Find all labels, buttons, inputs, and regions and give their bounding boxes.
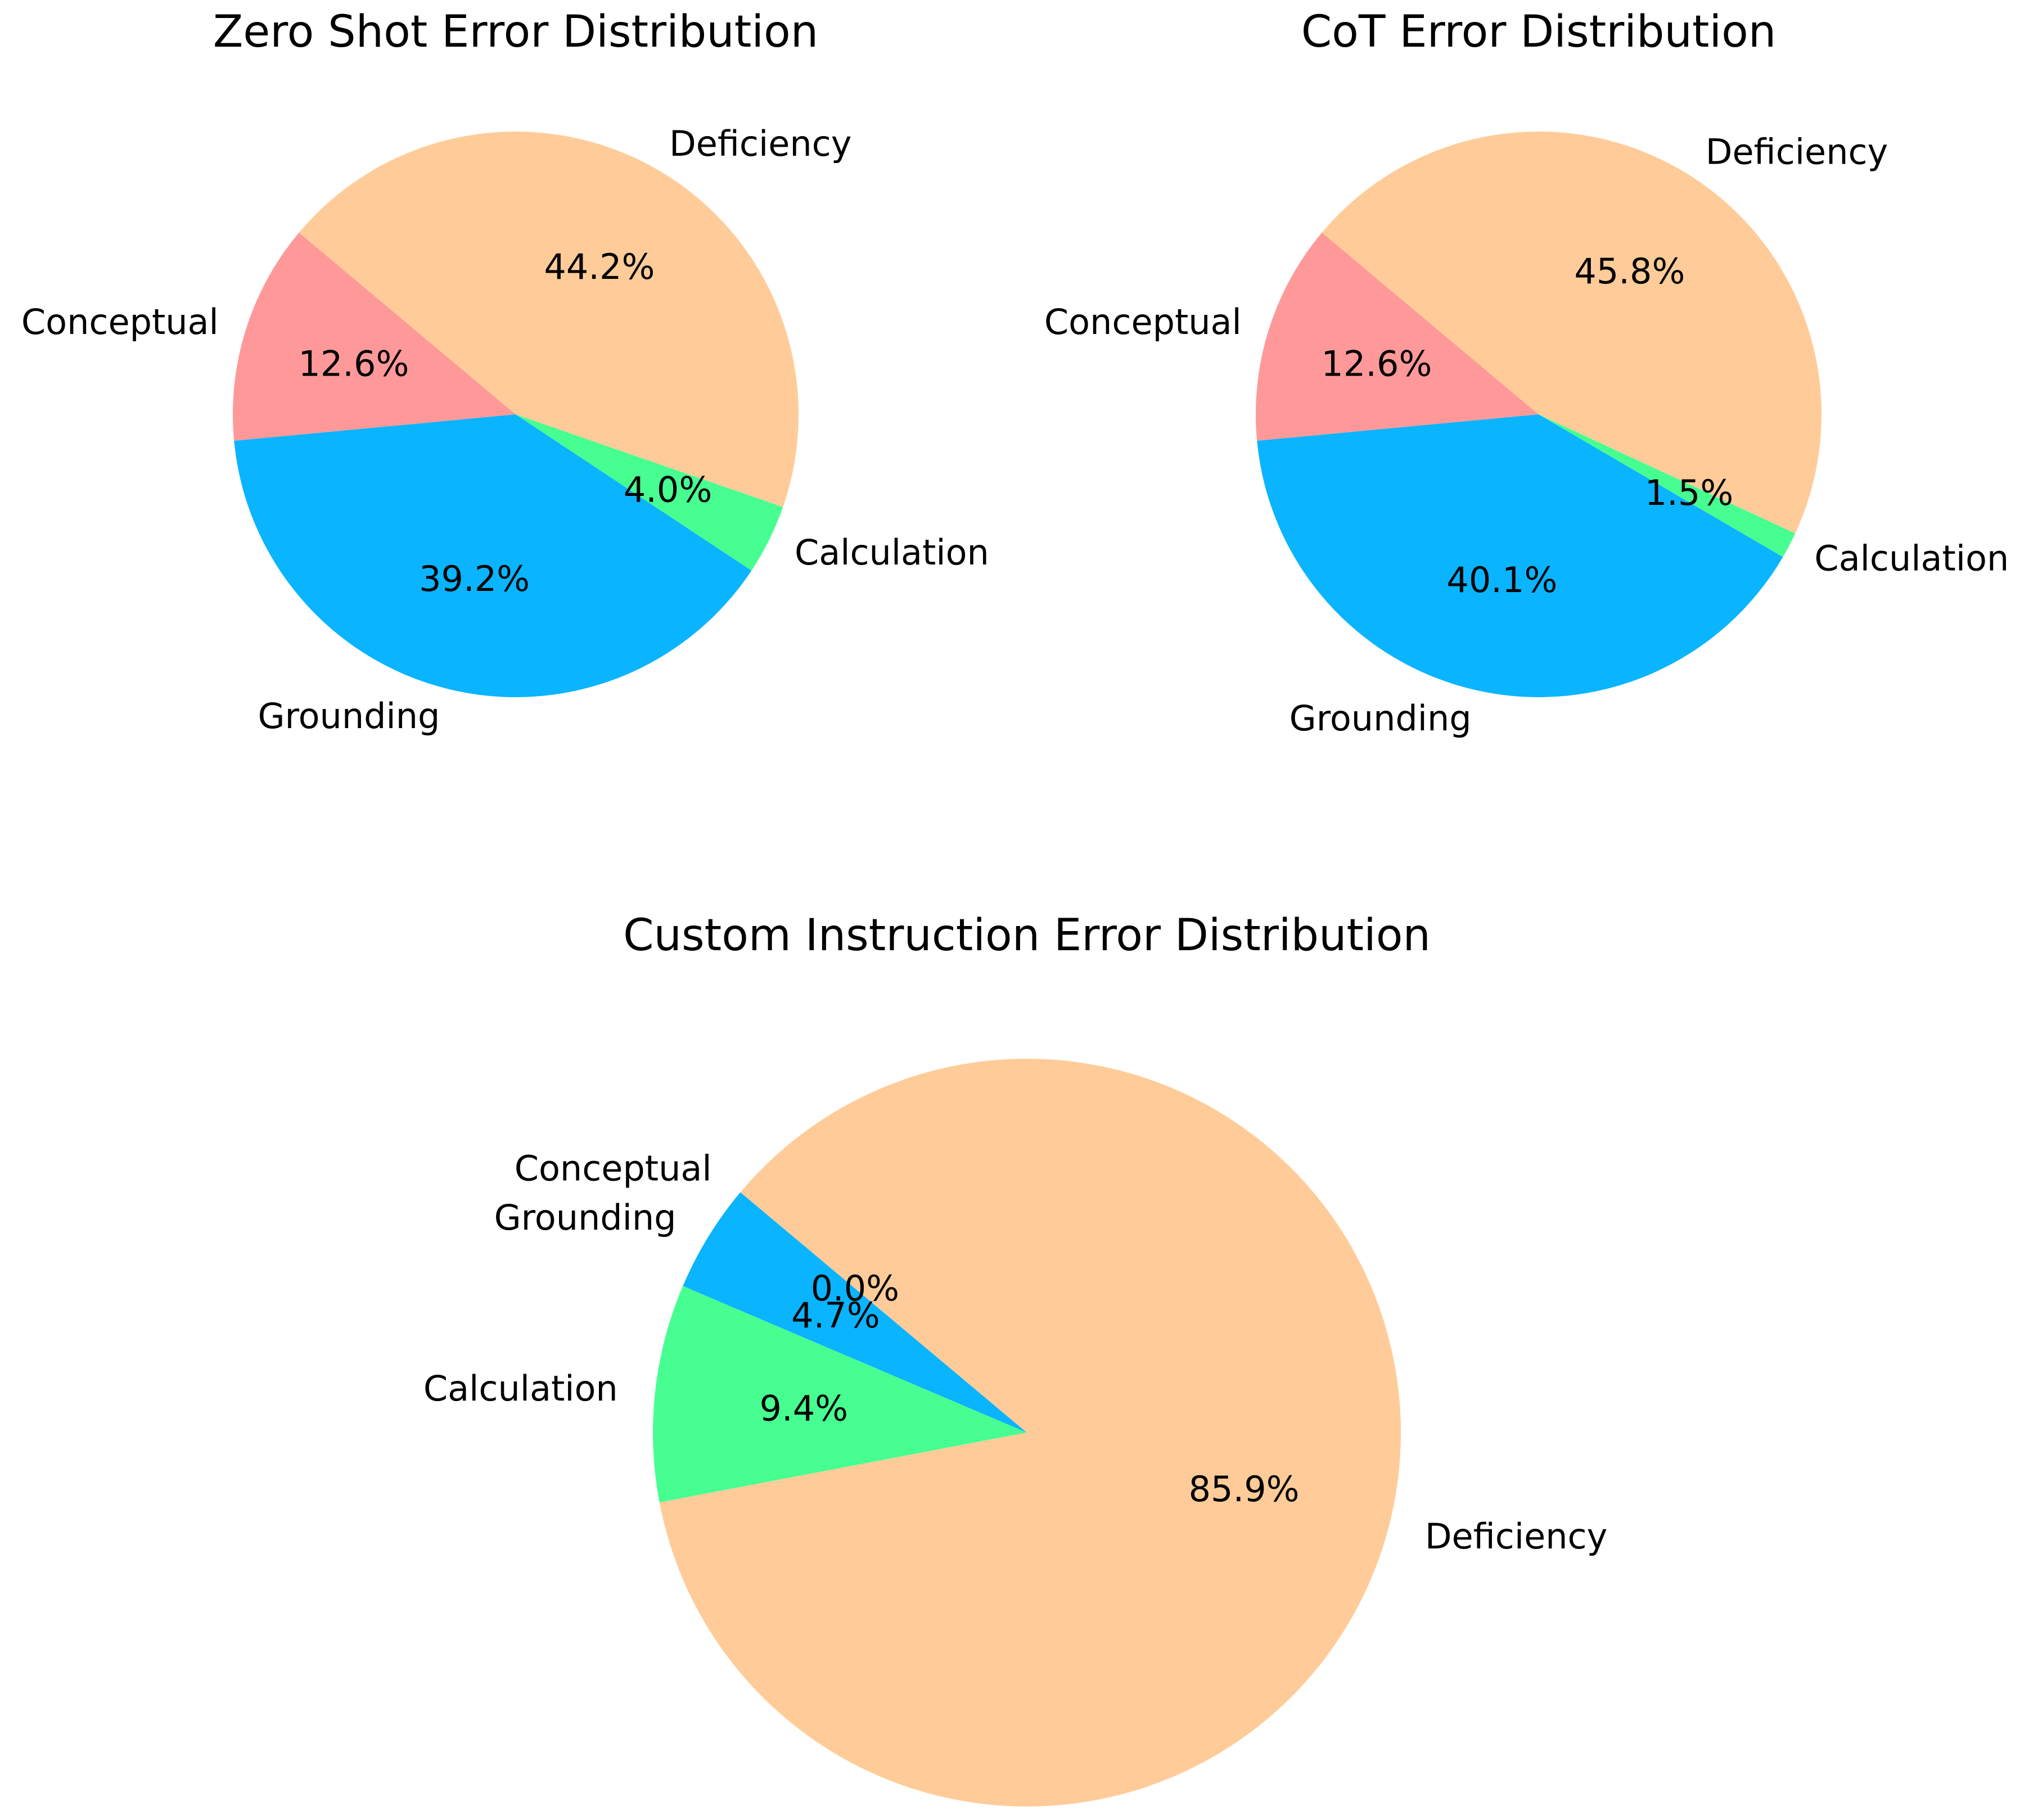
slice-value-calculation: 1.5% bbox=[1645, 472, 1734, 513]
slice-label-deficiency: Deficiency bbox=[669, 123, 851, 164]
slice-value-grounding: 39.2% bbox=[419, 558, 530, 599]
pie-slice-calculation bbox=[516, 414, 783, 571]
pie-slice-deficiency bbox=[1322, 131, 1821, 534]
pie-slice-grounding bbox=[1257, 414, 1783, 697]
pie-slice-deficiency bbox=[299, 131, 799, 507]
slice-value-deficiency: 45.8% bbox=[1574, 251, 1685, 292]
pie-slices bbox=[1256, 131, 1821, 697]
slice-label-deficiency: Deficiency bbox=[1706, 132, 1888, 173]
chart-zero-shot: Zero Shot Error Distribution Conceptual 1… bbox=[21, 7, 989, 737]
pie-slice-conceptual bbox=[1256, 232, 1539, 441]
slice-value-conceptual: 12.6% bbox=[1321, 344, 1432, 385]
slice-value-deficiency: 44.2% bbox=[544, 246, 655, 287]
chart-custom-instruction: Custom Instruction Error Distribution Co… bbox=[423, 910, 1607, 1807]
slice-label-grounding: Grounding bbox=[1289, 698, 1472, 739]
pie-slice-deficiency bbox=[659, 1059, 1401, 1807]
slice-value-conceptual: 12.6% bbox=[298, 344, 409, 385]
slice-label-grounding: Grounding bbox=[258, 696, 440, 737]
slice-label-conceptual: Conceptual bbox=[1044, 301, 1242, 342]
slice-label-calculation: Calculation bbox=[795, 532, 989, 573]
pie-slice-grounding bbox=[234, 414, 752, 698]
slice-label-grounding: Grounding bbox=[494, 1197, 677, 1238]
chart-title: CoT Error Distribution bbox=[1301, 7, 1776, 57]
slice-value-calculation: 9.4% bbox=[760, 1388, 849, 1429]
slice-label-conceptual: Conceptual bbox=[21, 301, 219, 342]
pie-labels: Conceptual 12.6% Grounding 40.1% Calculation… bbox=[1044, 132, 2009, 739]
pie-slice-grounding bbox=[683, 1192, 1027, 1433]
pie-slices bbox=[232, 131, 799, 698]
chart-title: Custom Instruction Error Distribution bbox=[623, 910, 1431, 961]
pie-labels: Conceptual 12.6% Grounding 39.2% Calculation… bbox=[21, 123, 989, 737]
pie-slice-conceptual bbox=[232, 232, 516, 441]
pie-slices bbox=[653, 1059, 1401, 1807]
slice-value-conceptual: 0.0% bbox=[811, 1268, 900, 1309]
slice-value-grounding: 4.7% bbox=[791, 1295, 880, 1336]
slice-label-conceptual: Conceptual bbox=[515, 1148, 712, 1189]
slice-value-grounding: 40.1% bbox=[1446, 559, 1557, 600]
pie-slice-calculation bbox=[1539, 414, 1796, 557]
pie-slice-calculation bbox=[653, 1286, 1027, 1503]
chart-title: Zero Shot Error Distribution bbox=[213, 7, 818, 57]
slice-value-calculation: 4.0% bbox=[624, 469, 713, 510]
slice-label-calculation: Calculation bbox=[423, 1368, 618, 1409]
pie-labels: Conceptual 0.0% Grounding 4.7% Calculation 9.… bbox=[423, 1148, 1607, 1557]
chart-cot: CoT Error Distribution Conceptual 12.6% Gr… bbox=[1044, 7, 2009, 739]
slice-label-calculation: Calculation bbox=[1814, 538, 2009, 579]
slice-label-deficiency: Deficiency bbox=[1425, 1516, 1607, 1557]
slice-value-deficiency: 85.9% bbox=[1189, 1469, 1300, 1510]
